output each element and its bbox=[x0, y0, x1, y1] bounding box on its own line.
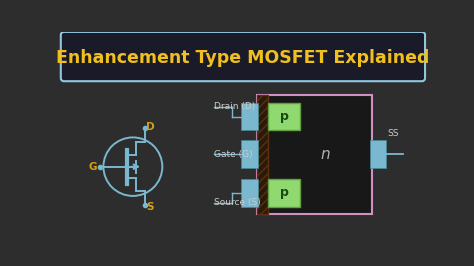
Text: SS: SS bbox=[388, 129, 399, 138]
Bar bbox=[268, 179, 300, 207]
Text: Drain (D): Drain (D) bbox=[214, 102, 255, 111]
Text: S: S bbox=[146, 202, 154, 212]
Bar bbox=[257, 95, 268, 214]
Bar bbox=[241, 103, 258, 131]
Text: Gate (G): Gate (G) bbox=[214, 150, 253, 159]
Text: p: p bbox=[280, 186, 289, 199]
Text: Enhancement Type MOSFET Explained: Enhancement Type MOSFET Explained bbox=[56, 49, 429, 67]
Bar bbox=[370, 140, 385, 168]
Bar bbox=[241, 179, 258, 207]
Text: D: D bbox=[146, 122, 154, 132]
Text: Source (S): Source (S) bbox=[214, 198, 261, 207]
Text: n: n bbox=[320, 147, 329, 162]
Bar bbox=[241, 140, 258, 168]
Text: p: p bbox=[280, 110, 289, 123]
Bar bbox=[257, 95, 372, 214]
Text: G: G bbox=[88, 163, 97, 172]
Bar bbox=[257, 95, 268, 214]
Bar bbox=[268, 103, 300, 131]
FancyBboxPatch shape bbox=[61, 32, 425, 81]
